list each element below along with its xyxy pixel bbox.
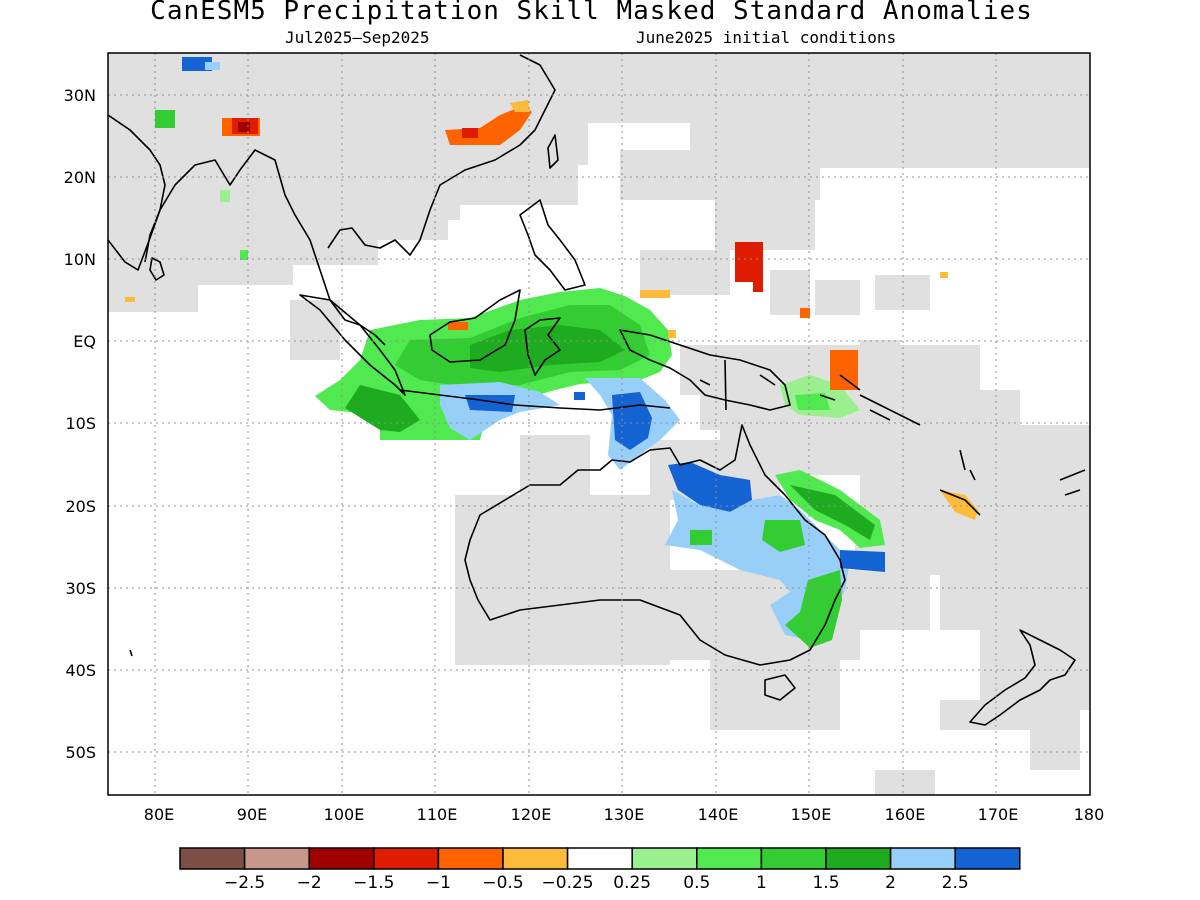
colorbar-swatch xyxy=(179,847,246,870)
lon-label: 90E xyxy=(237,805,267,824)
map-plot-area xyxy=(108,53,1090,795)
colorbar-swatch xyxy=(566,847,633,870)
graticule xyxy=(108,53,1090,795)
colorbar-swatch xyxy=(308,847,375,870)
philippines-coastline xyxy=(519,199,586,291)
colorbar-swatch xyxy=(954,847,1021,870)
java-coastline xyxy=(399,389,671,411)
colorbar-tick-label: 0.5 xyxy=(683,873,710,893)
colorbar-swatch xyxy=(631,847,698,870)
tasmania-coastline xyxy=(764,674,796,701)
colorbar-swatch xyxy=(502,847,569,870)
colorbar-tick-label: 1 xyxy=(756,873,767,893)
lat-label: 50S xyxy=(65,743,96,762)
solomon-islands-coastline xyxy=(839,374,921,426)
colorbar-tick-label: 0.25 xyxy=(613,873,651,893)
colorbar: −2.5 −2 −1.5 −1 −0.5 −0.25 0.25 0.5 1 1.5 2 2.5 xyxy=(179,847,1021,893)
lon-label: 80E xyxy=(144,805,174,824)
lon-label: 160E xyxy=(885,805,926,824)
colorbar-tick-label: −0.5 xyxy=(482,873,523,893)
colorbar-swatch xyxy=(373,847,440,870)
colorbar-tick-label: 2.5 xyxy=(942,873,969,893)
sulawesi-coastline xyxy=(524,317,561,376)
valid-period-subtitle: Jul2025–Sep2025 xyxy=(285,28,430,47)
initial-conditions-subtitle: June2025 initial conditions xyxy=(636,28,897,47)
lon-label: 130E xyxy=(604,805,645,824)
latitude-labels: 30N 20N 10N EQ 10S 20S 30S 40S 50S xyxy=(64,86,96,762)
sumatra-coastline xyxy=(299,294,406,396)
map-title: CanESM5 Precipitation Skill Masked Stand… xyxy=(150,0,1033,26)
colorbar-tick-label: 1.5 xyxy=(812,873,839,893)
taiwan-coastline xyxy=(547,134,559,169)
map-frame xyxy=(107,52,1091,796)
colorbar-swatch xyxy=(825,847,892,870)
colorbar-swatch xyxy=(696,847,763,870)
colorbar-swatch xyxy=(889,847,956,870)
lon-label: 140E xyxy=(698,805,739,824)
new-zealand-coastline xyxy=(969,629,1076,726)
new-caledonia-coastline xyxy=(939,489,981,516)
lat-label: EQ xyxy=(73,332,96,351)
lon-label: 120E xyxy=(511,805,552,824)
lat-label: 30N xyxy=(64,86,96,105)
lat-label: 20S xyxy=(65,497,96,516)
lat-label: 30S xyxy=(65,579,96,598)
lon-label: 100E xyxy=(324,805,365,824)
borneo-coastline xyxy=(429,289,521,363)
india-coastline xyxy=(108,114,166,263)
colorbar-swatch xyxy=(437,847,504,870)
colorbar-swatch xyxy=(760,847,827,870)
colorbar-tick-label: −2.5 xyxy=(224,873,265,893)
sri-lanka-coastline xyxy=(149,257,165,281)
longitude-labels: 80E 90E 100E 110E 120E 130E 140E 150E 16… xyxy=(144,805,1105,824)
lat-label: 40S xyxy=(65,661,96,680)
lon-label: 150E xyxy=(791,805,832,824)
anomaly-shading-layer xyxy=(125,57,978,648)
colorbar-tick-label: −1 xyxy=(426,873,451,893)
colorbar-tick-label: 2 xyxy=(885,873,896,893)
colorbar-tick-label: −0.25 xyxy=(542,873,594,893)
wet-anomaly-tibet xyxy=(182,57,212,71)
coastline-layer xyxy=(108,54,1086,726)
lat-label: 10N xyxy=(64,250,96,269)
lon-label: 170E xyxy=(978,805,1019,824)
australia-coastline xyxy=(464,424,846,666)
lat-label: 10S xyxy=(65,414,96,433)
dry-anomaly-vanuatu xyxy=(940,490,978,520)
colorbar-swatch xyxy=(243,847,310,870)
dry-anomaly-micronesia xyxy=(735,242,763,282)
lat-label: 20N xyxy=(64,168,96,187)
lon-label: 180 xyxy=(1074,805,1105,824)
colorbar-tick-label: −1.5 xyxy=(353,873,394,893)
lon-label: 110E xyxy=(417,805,458,824)
colorbar-tick-label: −2 xyxy=(297,873,322,893)
new-guinea-coastline xyxy=(619,329,791,411)
